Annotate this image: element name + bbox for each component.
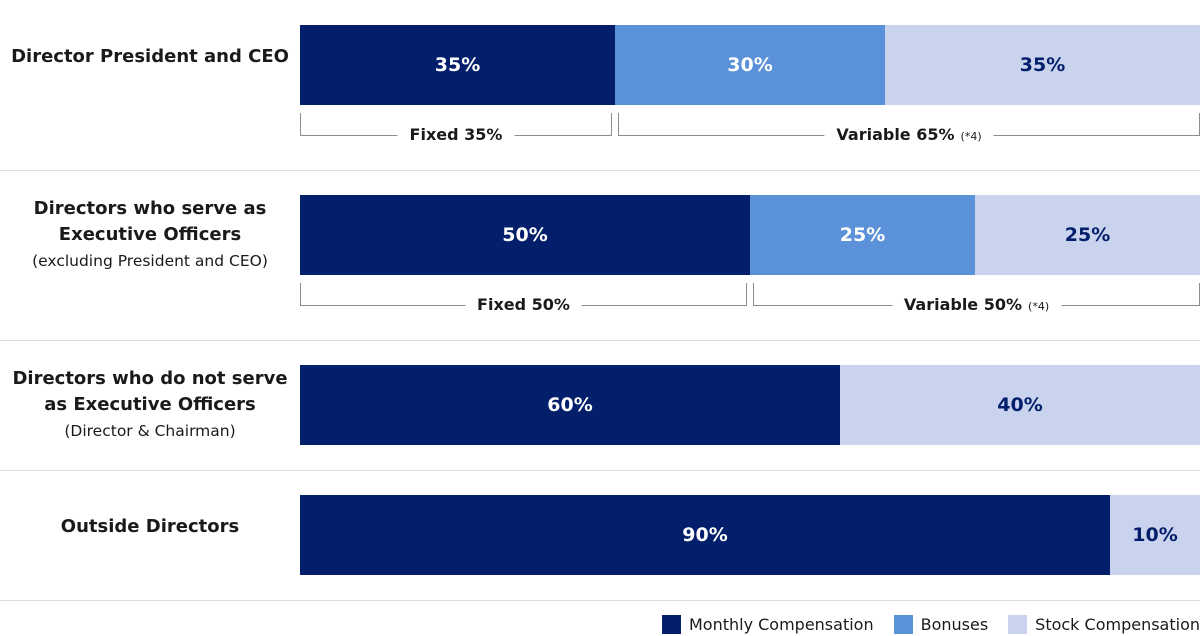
bar-segment-monthly-compensation: 50%: [300, 195, 750, 275]
legend-swatch: [661, 614, 681, 634]
legend-swatch: [1008, 614, 1028, 634]
annotation-text: Fixed 50%: [477, 295, 570, 314]
row-divider: [0, 340, 1200, 341]
bar-value-label: 25%: [1064, 224, 1111, 246]
annotation-bracket: Fixed 50%: [300, 283, 747, 315]
annotation-note: (*4): [960, 130, 982, 143]
bar-value-label: 35%: [434, 54, 481, 76]
annotation-text: Variable 50%: [903, 295, 1023, 314]
annotation-bracket: Variable 65% (*4): [618, 113, 1200, 147]
bar-value-label: 90%: [682, 524, 728, 546]
annotation-note: (*4): [1028, 300, 1050, 313]
legend-item: Bonuses: [893, 614, 989, 634]
legend-label: Monthly Compensation: [688, 614, 874, 634]
bar-value-label: 30%: [727, 54, 773, 76]
annotation-text: Variable 65%: [836, 125, 955, 144]
legend-label: Stock Compensation: [1035, 614, 1200, 634]
row-label: Directors who do not serve as Executive …: [0, 360, 300, 450]
bar-value-label: 10%: [1132, 524, 1178, 546]
legend: Monthly Compensation Bonuses Stock Compens…: [642, 612, 1200, 636]
row-divider: [0, 170, 1200, 171]
row-label-sub: (Director & Chairman): [64, 422, 236, 440]
bar-segment-stock-compensation: 40%: [840, 365, 1200, 445]
row-label-main: Outside Directors: [60, 516, 240, 537]
legend-item: Stock Compensation: [1008, 614, 1200, 634]
bar-segment-monthly-compensation: 60%: [300, 365, 840, 445]
legend-label: Bonuses: [920, 614, 989, 634]
annotation-label: Fixed 35%: [397, 125, 515, 145]
bar-segment-stock-compensation: 35%: [885, 25, 1200, 105]
bar-value-label: 60%: [547, 394, 593, 416]
annotation-text: Fixed 35%: [409, 125, 503, 144]
annotation-label: Fixed 50%: [465, 295, 582, 315]
row-label: Director President and CEO: [0, 37, 300, 77]
row-label: Directors who serve as Executive Officer…: [0, 190, 300, 280]
row-label-main: Directors who do not serve as Executive …: [12, 368, 288, 415]
bar-segment-stock-compensation: 10%: [1110, 495, 1200, 575]
bar-value-label: 50%: [502, 224, 548, 246]
bar-segment-monthly-compensation: 90%: [300, 495, 1110, 575]
annotation-bracket: Variable 50% (*4): [753, 283, 1200, 317]
annotation-bracket: Fixed 35%: [300, 113, 612, 145]
row-label-sub: (excluding President and CEO): [32, 252, 268, 270]
bar-segment-stock-compensation: 25%: [975, 195, 1200, 275]
bar-value-label: 25%: [839, 224, 886, 246]
row-label-main: Director President and CEO: [11, 46, 289, 67]
row-divider: [0, 600, 1200, 601]
bar-segment-monthly-compensation: 35%: [300, 25, 615, 105]
annotation-label: Variable 50% (*4): [891, 295, 1062, 317]
legend-swatch: [893, 614, 913, 634]
annotation-label: Variable 65% (*4): [824, 125, 994, 147]
bar-segment-bonuses: 25%: [750, 195, 975, 275]
row-divider: [0, 470, 1200, 471]
row-label-main: Directors who serve as Executive Officer…: [33, 198, 267, 245]
legend-item: Monthly Compensation: [661, 614, 874, 634]
row-label: Outside Directors: [0, 507, 300, 547]
bar-value-label: 40%: [997, 394, 1043, 416]
bar-value-label: 35%: [1019, 54, 1066, 76]
bar-segment-bonuses: 30%: [615, 25, 885, 105]
